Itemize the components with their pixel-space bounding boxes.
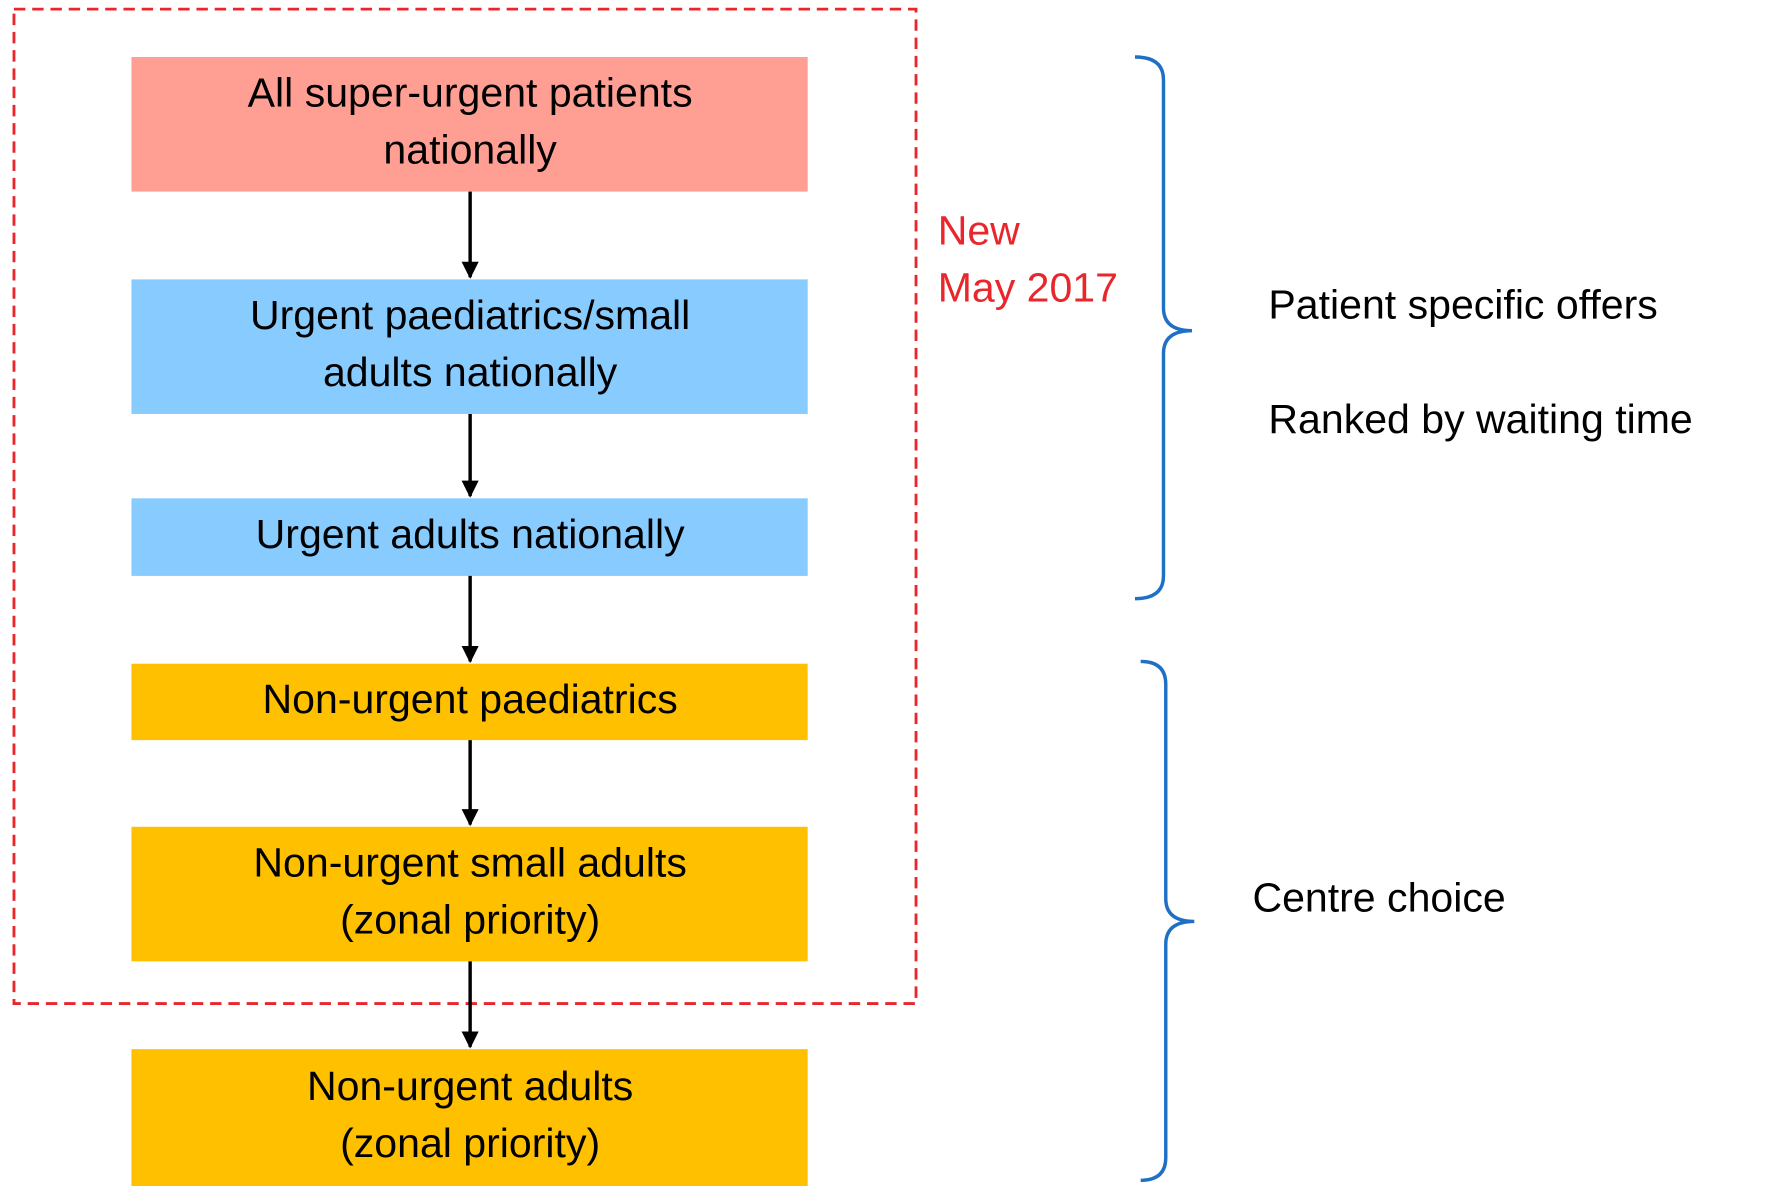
flow-box <box>131 57 808 192</box>
group-label: Centre choice <box>1252 875 1505 921</box>
brace <box>1140 659 1195 1183</box>
flow-box <box>131 279 808 414</box>
group-label: Patient specific offers <box>1268 282 1657 328</box>
group-label: Ranked by waiting time <box>1268 396 1692 442</box>
box-label: All super-urgent patients <box>248 70 693 116</box>
box-label: Urgent adults nationally <box>256 511 685 557</box>
new-note: May 2017 <box>938 265 1118 311</box>
new-note: New <box>938 208 1020 254</box>
flow-box <box>131 498 808 576</box>
box-label: Urgent paediatrics/small <box>250 292 690 338</box>
box-label: (zonal priority) <box>340 896 600 942</box>
brace <box>1134 55 1193 601</box>
box-label: (zonal priority) <box>340 1120 600 1166</box>
box-label: adults nationally <box>323 349 618 395</box>
box-label: Non-urgent small adults <box>253 839 686 885</box>
box-label: nationally <box>383 127 557 173</box>
flow-box <box>131 826 808 962</box>
flow-box <box>131 663 808 741</box>
new-region <box>12 7 918 1005</box>
flow-box <box>131 1049 808 1186</box>
box-label: Non-urgent adults <box>307 1063 633 1109</box>
box-label: Non-urgent paediatrics <box>263 676 678 722</box>
